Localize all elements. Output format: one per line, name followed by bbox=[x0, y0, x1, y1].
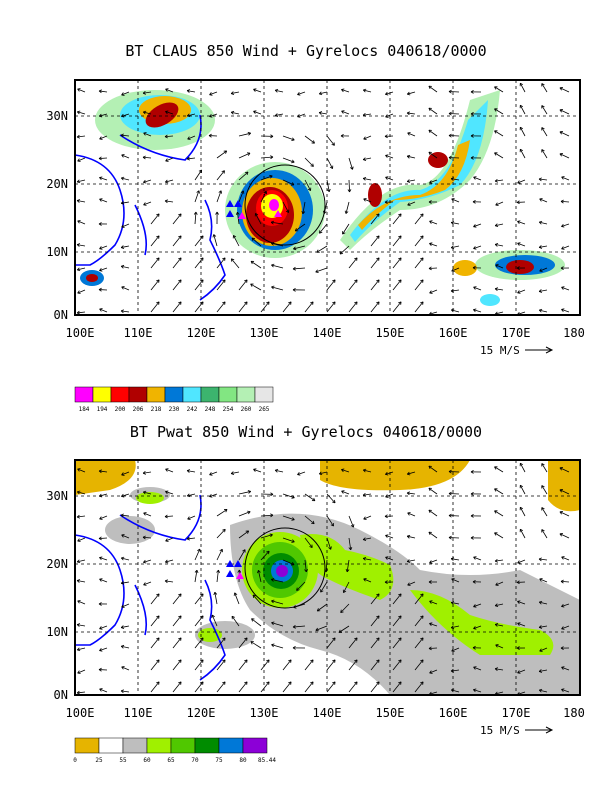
legend-swatch bbox=[122, 737, 148, 754]
tick-label: 110E bbox=[124, 326, 153, 340]
tick-label: 160E bbox=[439, 706, 468, 720]
legend-swatch bbox=[146, 737, 172, 754]
legend-swatch bbox=[218, 737, 244, 754]
legend-label: 200 bbox=[115, 406, 126, 413]
tick-label: 120E bbox=[187, 706, 216, 720]
tick-label: 150E bbox=[376, 706, 405, 720]
legend-label: 265 bbox=[259, 406, 270, 413]
map2-field bbox=[75, 460, 580, 695]
tick-label: 170E bbox=[502, 706, 531, 720]
map2-wind-vectors bbox=[76, 462, 570, 695]
map2-title: BT Pwat 850 Wind + Gyrelocs 040618/0000 bbox=[129, 423, 483, 441]
tick-label: 20N bbox=[46, 177, 68, 191]
tick-label: 110E bbox=[124, 706, 153, 720]
legend-label: 75 bbox=[215, 757, 223, 764]
map1-scale-arrow bbox=[525, 346, 554, 354]
legend-label: 60 bbox=[143, 757, 151, 764]
map2-scale-arrow bbox=[525, 726, 554, 734]
map1: 0N 10N 20N 30N 100E 110E 120E 130E 140E … bbox=[46, 79, 585, 413]
legend-label: 254 bbox=[223, 406, 234, 413]
tick-label: 150E bbox=[376, 326, 405, 340]
tick-label: 10N bbox=[46, 245, 68, 259]
tick-label: 20N bbox=[46, 557, 68, 571]
legend-label: 70 bbox=[191, 757, 199, 764]
tick-label: 30N bbox=[46, 109, 68, 123]
tick-label: 100E bbox=[66, 326, 95, 340]
legend-swatch bbox=[74, 386, 94, 403]
tick-label: 130E bbox=[250, 326, 279, 340]
tick-label: 120E bbox=[187, 326, 216, 340]
map2-gridlines bbox=[75, 460, 580, 695]
tick-label: 10N bbox=[46, 625, 68, 639]
tick-label: 170E bbox=[502, 326, 531, 340]
legend-swatch bbox=[254, 386, 274, 403]
map1-title: BT CLAUS 850 Wind + Gyrelocs 040618/0000 bbox=[125, 42, 487, 60]
legend-swatch bbox=[200, 386, 220, 403]
legend-label: 230 bbox=[169, 406, 180, 413]
legend-label: 65 bbox=[167, 757, 175, 764]
legend-swatch bbox=[98, 737, 124, 754]
legend-label: 218 bbox=[151, 406, 162, 413]
map1-legend: 184 194 200 206 218 230 242 248 254 260 265 bbox=[74, 386, 274, 413]
tick-label: 100E bbox=[66, 706, 95, 720]
legend-label: 194 bbox=[97, 406, 108, 413]
legend-label: 260 bbox=[241, 406, 252, 413]
tick-label: 140E bbox=[313, 326, 342, 340]
legend-swatch bbox=[74, 737, 100, 754]
map1-x-ticks: 100E 110E 120E 130E 140E 150E 160E 170E … bbox=[66, 326, 585, 340]
legend-swatch bbox=[164, 386, 184, 403]
map2-legend: 0 25 55 60 65 70 75 80 85.44 bbox=[73, 737, 276, 764]
legend-label: 55 bbox=[119, 757, 127, 764]
legend-label: 248 bbox=[205, 406, 216, 413]
legend-label: 80 bbox=[239, 757, 247, 764]
legend-label: 0 bbox=[73, 757, 77, 764]
legend-swatch bbox=[128, 386, 148, 403]
tick-label: 0N bbox=[54, 308, 68, 322]
legend-label: 25 bbox=[95, 757, 103, 764]
legend-swatch bbox=[194, 737, 220, 754]
tick-label: 130E bbox=[250, 706, 279, 720]
map1-wind-vectors bbox=[76, 82, 570, 315]
legend-swatch bbox=[110, 386, 130, 403]
map1-field bbox=[75, 80, 580, 315]
legend-swatch bbox=[218, 386, 238, 403]
tick-label: 180 bbox=[563, 326, 585, 340]
legend-label: 184 bbox=[79, 406, 90, 413]
legend-swatch bbox=[236, 386, 256, 403]
legend-label: 206 bbox=[133, 406, 144, 413]
map2-y-ticks: 0N 10N 20N 30N bbox=[46, 489, 68, 702]
legend-label: 85.44 bbox=[258, 757, 276, 764]
tick-label: 140E bbox=[313, 706, 342, 720]
map2-frame bbox=[74, 459, 581, 696]
legend-swatch bbox=[92, 386, 112, 403]
legend-swatch bbox=[242, 737, 268, 754]
legend-swatch bbox=[170, 737, 196, 754]
legend-label: 242 bbox=[187, 406, 198, 413]
map2-scale-label: 15 M/S bbox=[480, 724, 520, 737]
tick-label: 0N bbox=[54, 688, 68, 702]
map2: 0N 10N 20N 30N 100E 110E 120E 130E 140E … bbox=[46, 459, 585, 764]
tick-label: 180 bbox=[563, 706, 585, 720]
tick-label: 30N bbox=[46, 489, 68, 503]
legend-swatch bbox=[182, 386, 202, 403]
map2-x-ticks: 100E 110E 120E 130E 140E 150E 160E 170E … bbox=[66, 706, 585, 720]
legend-swatch bbox=[146, 386, 166, 403]
map1-y-ticks: 0N 10N 20N 30N bbox=[46, 109, 68, 322]
map1-frame bbox=[74, 79, 581, 316]
map1-scale-label: 15 M/S bbox=[480, 344, 520, 357]
tick-label: 160E bbox=[439, 326, 468, 340]
